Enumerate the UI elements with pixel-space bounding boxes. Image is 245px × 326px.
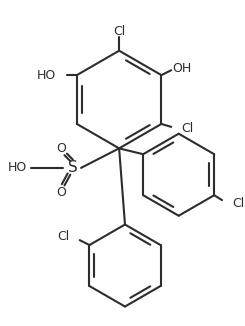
Text: OH: OH bbox=[172, 62, 192, 75]
Text: S: S bbox=[68, 160, 78, 175]
Text: Cl: Cl bbox=[181, 122, 193, 135]
Text: HO: HO bbox=[8, 161, 27, 174]
Text: HO: HO bbox=[37, 68, 56, 82]
Text: O: O bbox=[57, 186, 66, 199]
Text: Cl: Cl bbox=[58, 230, 70, 243]
Text: O: O bbox=[57, 142, 66, 155]
Text: Cl: Cl bbox=[113, 25, 125, 38]
Text: Cl: Cl bbox=[232, 197, 244, 210]
